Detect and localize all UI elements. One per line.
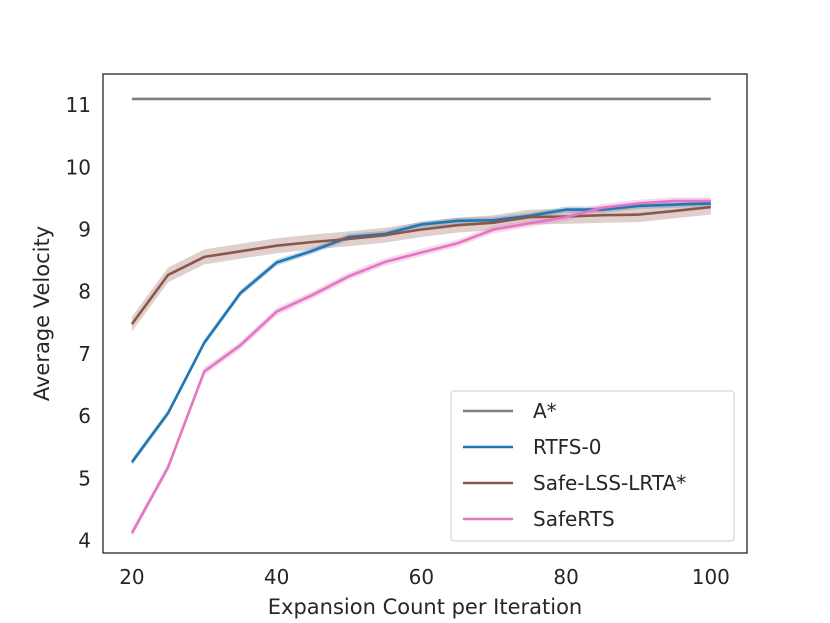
safe-lss-lrta-confidence-band <box>131 199 711 332</box>
legend-box <box>450 390 735 542</box>
x-tick-label: 80 <box>553 565 578 589</box>
y-tick-label: 4 <box>78 529 91 553</box>
saferts-line <box>130 199 711 534</box>
rtfs-0-line <box>130 202 711 463</box>
y-tick-label: 10 <box>66 155 91 179</box>
legend: A* RTFS-0 Safe-LSS-LRTA* SafeRTS <box>450 390 735 542</box>
y-tick-label: 9 <box>78 218 91 242</box>
a-legend-label: A* <box>533 399 557 423</box>
plot-area-frame <box>102 73 748 554</box>
x-tick-label: 20 <box>119 565 144 589</box>
x-axis-title: Expansion Count per Iteration <box>268 595 583 619</box>
rtfs-0-legend-label: RTFS-0 <box>533 435 601 459</box>
safe-lss-lrta-legend-label: Safe-LSS-LRTA* <box>533 471 686 495</box>
y-tick-label: 6 <box>78 404 91 428</box>
y-tick-label: 7 <box>78 342 91 366</box>
y-tick-labels: 4 5 6 7 8 9 10 11 <box>66 93 91 552</box>
x-tick-labels: 20 40 60 80 100 <box>119 565 730 589</box>
safe-lss-lrta-line <box>130 205 711 325</box>
x-tick-label: 100 <box>692 565 730 589</box>
saferts-legend-label: SafeRTS <box>533 507 615 531</box>
y-tick-label: 8 <box>78 280 91 304</box>
y-tick-label: 11 <box>66 93 91 117</box>
y-axis-title: Average Velocity <box>30 226 54 401</box>
x-tick-label: 40 <box>264 565 289 589</box>
y-tick-label: 5 <box>78 466 91 490</box>
series-lines <box>130 97 711 534</box>
x-tick-label: 60 <box>409 565 434 589</box>
